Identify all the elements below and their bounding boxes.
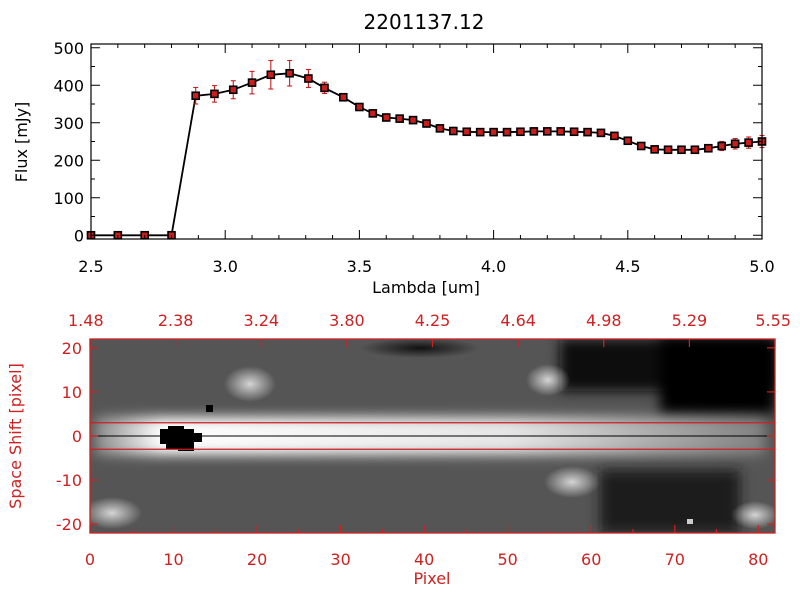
- data-point: [395, 114, 404, 123]
- image-top-right-black: [660, 339, 775, 414]
- y-tick-label: -10: [56, 471, 82, 490]
- spectrum-xlabel: Lambda [um]: [372, 278, 480, 297]
- x-tick-label: 80: [748, 550, 768, 569]
- data-point: [304, 74, 313, 83]
- image-bottom-right-dark: [600, 470, 740, 533]
- data-point: [210, 89, 219, 99]
- data-point: [583, 127, 592, 137]
- data-point: [435, 124, 445, 133]
- top-tick-label: 5.55: [755, 311, 791, 330]
- data-point: [475, 127, 485, 137]
- data-point: [502, 127, 512, 137]
- image-glow-blob: [544, 466, 600, 498]
- top-tick-label: 3.80: [329, 311, 365, 330]
- data-point: [408, 115, 418, 125]
- x-tick-label: 5.0: [749, 257, 774, 276]
- data-point: [449, 126, 458, 136]
- data-point: [355, 102, 364, 112]
- data-point: [247, 78, 257, 87]
- y-tick-label: -20: [56, 515, 82, 534]
- y-tick-label: 0: [74, 226, 84, 245]
- data-point: [650, 145, 659, 154]
- image-glow-blob: [90, 497, 142, 529]
- image-xlabel: Pixel: [413, 569, 450, 588]
- data-point: [677, 145, 686, 155]
- data-point: [320, 83, 329, 93]
- x-tick-label: 3.5: [347, 257, 372, 276]
- data-point: [191, 91, 200, 101]
- data-point: [569, 127, 579, 137]
- chart-title: 2201137.12: [364, 10, 485, 34]
- data-point: [744, 138, 753, 147]
- data-point: [338, 92, 348, 102]
- y-tick-label: 500: [53, 39, 84, 58]
- spectrum-axes: 2.5 3.0 3.5 4.0 4.5 5.0 0 100 200 300 400 500: [53, 39, 774, 276]
- data-point: [596, 128, 606, 138]
- data-point: [717, 141, 727, 151]
- y-tick-label: 400: [53, 76, 84, 95]
- image-glow-blob: [224, 366, 276, 402]
- top-tick-label: 4.98: [586, 311, 622, 330]
- y-tick-label: 100: [53, 189, 84, 208]
- spectrum-ylabel: Flux [mJy]: [12, 102, 31, 183]
- x-tick-label: 70: [665, 550, 685, 569]
- x-tick-label: 30: [330, 550, 350, 569]
- bad-pixel: [687, 519, 693, 524]
- data-point: [690, 145, 700, 155]
- x-tick-label: 40: [414, 550, 434, 569]
- spectrum-chart: 2.5 3.0 3.5 4.0 4.5 5.0 0 100 200 300 400 500 Lambd…: [12, 39, 775, 297]
- y-tick-label: 20: [62, 339, 82, 358]
- top-tick-label: 3.24: [243, 311, 279, 330]
- x-tick-label: 3.0: [212, 257, 237, 276]
- image-dark-blob: [360, 339, 480, 358]
- data-point: [623, 136, 633, 146]
- top-tick-label: 1.48: [68, 311, 104, 330]
- top-tick-label: 5.29: [672, 311, 708, 330]
- y-tick-label: 200: [53, 151, 84, 170]
- x-tick-label: 4.5: [615, 257, 640, 276]
- x-tick-label: 60: [581, 550, 601, 569]
- data-point: [610, 131, 619, 141]
- x-tick-label: 50: [498, 550, 518, 569]
- data-point: [285, 68, 294, 78]
- x-tick-label: 2.5: [78, 257, 103, 276]
- x-tick-label: 10: [163, 550, 183, 569]
- image-ylabel: Space Shift [pixel]: [6, 363, 25, 509]
- bad-pixel: [206, 405, 213, 412]
- data-point: [542, 127, 552, 136]
- data-point: [489, 127, 498, 137]
- data-point: [730, 139, 740, 149]
- data-point: [368, 109, 378, 118]
- x-tick-label: 20: [247, 550, 267, 569]
- data-point: [228, 85, 238, 95]
- data-point: [556, 127, 566, 136]
- image-axes: 0 10 20 30 40 50 60 70 80 20 10 0 -10 -20 1.48 2.38 3.24…: [56, 311, 791, 569]
- data-point: [663, 145, 673, 155]
- data-point: [516, 127, 525, 137]
- data-point: [704, 143, 713, 153]
- spectral-image: 0 10 20 30 40 50 60 70 80 20 10 0 -10 -20 1.48 2.38 3.24…: [6, 311, 791, 588]
- spectrum-plot-frame: [90, 43, 763, 240]
- y-tick-label: 300: [53, 114, 84, 133]
- top-tick-label: 4.25: [415, 311, 451, 330]
- data-point: [529, 127, 539, 136]
- image-glow-blob: [526, 364, 570, 396]
- data-point: [381, 113, 391, 122]
- data-point: [266, 70, 276, 80]
- data-point: [636, 141, 646, 151]
- data-point: [422, 119, 431, 128]
- top-tick-label: 4.64: [500, 311, 536, 330]
- saturated-pixels: [160, 426, 202, 451]
- x-tick-label: 0: [85, 550, 95, 569]
- data-point: [462, 127, 472, 137]
- spectrum-series: [86, 59, 767, 240]
- x-tick-label: 4.0: [481, 257, 506, 276]
- top-tick-label: 2.38: [158, 311, 194, 330]
- image-glow-blob: [731, 501, 775, 529]
- y-tick-label: 0: [72, 427, 82, 446]
- y-tick-label: 10: [62, 383, 82, 402]
